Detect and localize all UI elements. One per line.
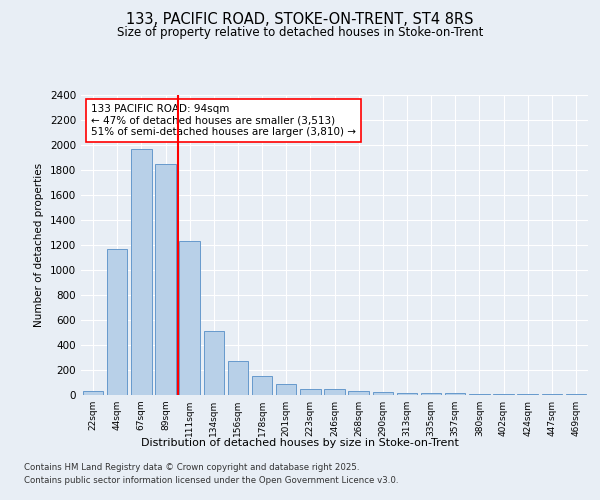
- Bar: [252, 376, 272, 395]
- Text: Size of property relative to detached houses in Stoke-on-Trent: Size of property relative to detached ho…: [117, 26, 483, 39]
- Bar: [421, 392, 442, 395]
- Bar: [324, 390, 345, 395]
- Text: 133, PACIFIC ROAD, STOKE-ON-TRENT, ST4 8RS: 133, PACIFIC ROAD, STOKE-ON-TRENT, ST4 8…: [126, 12, 474, 28]
- Bar: [493, 394, 514, 395]
- Text: Contains HM Land Registry data © Crown copyright and database right 2025.: Contains HM Land Registry data © Crown c…: [24, 464, 359, 472]
- Bar: [227, 361, 248, 395]
- Bar: [179, 242, 200, 395]
- Bar: [542, 394, 562, 395]
- Bar: [349, 390, 369, 395]
- Bar: [566, 394, 586, 395]
- Text: Contains public sector information licensed under the Open Government Licence v3: Contains public sector information licen…: [24, 476, 398, 485]
- Text: 133 PACIFIC ROAD: 94sqm
← 47% of detached houses are smaller (3,513)
51% of semi: 133 PACIFIC ROAD: 94sqm ← 47% of detache…: [91, 104, 356, 137]
- Bar: [155, 164, 176, 395]
- Bar: [469, 394, 490, 395]
- Bar: [83, 391, 103, 395]
- Bar: [107, 249, 127, 395]
- Y-axis label: Number of detached properties: Number of detached properties: [34, 163, 44, 327]
- Bar: [373, 392, 393, 395]
- Bar: [300, 389, 320, 395]
- Bar: [445, 393, 466, 395]
- Bar: [131, 149, 152, 395]
- Bar: [203, 331, 224, 395]
- Bar: [517, 394, 538, 395]
- Text: Distribution of detached houses by size in Stoke-on-Trent: Distribution of detached houses by size …: [141, 438, 459, 448]
- Bar: [276, 384, 296, 395]
- Bar: [397, 392, 417, 395]
